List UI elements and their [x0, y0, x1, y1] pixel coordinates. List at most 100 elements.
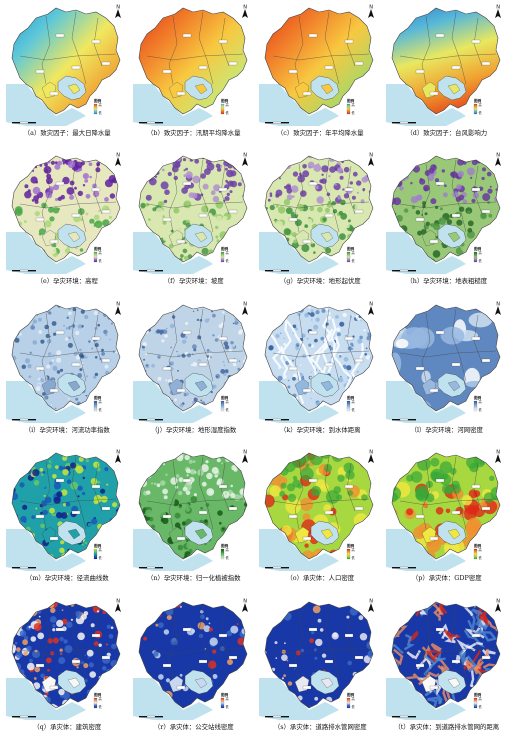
district-label-6: [303, 685, 312, 689]
sea-area: [259, 529, 340, 572]
district-label-5: [481, 61, 490, 66]
legend-ramp: [473, 697, 477, 708]
district-label-3: [289, 663, 298, 667]
district-boundary-2: [325, 605, 340, 678]
scale-bar: [138, 121, 163, 124]
island-2: [447, 529, 460, 540]
legend-ramp: [94, 103, 98, 115]
legend-title: 图例: [94, 692, 102, 697]
map-panel-1: N 图例高低 （a）致灾因子：最大日降水量: [6, 4, 129, 150]
district-boundary-3: [273, 350, 370, 357]
legend-title: 图例: [221, 543, 229, 548]
legend-ramp: [473, 252, 477, 263]
panel-caption: （k）孕灾环境：到水体距离: [279, 425, 361, 434]
island-2: [447, 677, 460, 688]
north-arrow-icon: N: [494, 598, 501, 612]
district-boundary-4: [220, 463, 229, 512]
district-boundary-2: [198, 457, 213, 530]
legend-low-label: 低: [225, 704, 229, 709]
legend-low-label: 低: [478, 704, 482, 709]
map-panel-17: N 图例高低 （q）承灾体：建筑密度: [6, 598, 129, 744]
district-boundary-4: [473, 17, 482, 67]
legend-high-label: 高: [225, 399, 228, 404]
district-boundary-1: [168, 164, 177, 233]
region-outline: [138, 601, 248, 708]
sea-area: [132, 232, 213, 275]
north-label: N: [496, 301, 500, 307]
map-panel-19: N 图例高低 （s）承灾体：道路排水管网密度: [259, 598, 382, 744]
north-label: N: [243, 301, 247, 307]
region-outline: [264, 601, 374, 708]
legend-high-label: 高: [352, 547, 355, 552]
panel-caption: （m）孕灾环境：径流曲线数: [25, 574, 109, 583]
district-label-1: [435, 33, 444, 38]
legend-low-label: 低: [99, 110, 103, 115]
district-label-3: [162, 218, 171, 222]
sea-area: [132, 84, 213, 126]
district-boundary-4: [473, 463, 482, 512]
legend-title: 图例: [347, 98, 355, 103]
district-label-1: [435, 627, 444, 631]
district-label-1: [309, 182, 318, 186]
panel-caption: （s）承灾体：道路排水管网密度: [273, 722, 367, 731]
legend-high-label: 高: [352, 399, 355, 404]
district-boundary-2: [451, 605, 466, 678]
district-boundary-4: [220, 17, 229, 67]
legend-ramp: [220, 103, 224, 115]
district-label-2: [92, 633, 101, 637]
district-boundary-2: [325, 457, 340, 530]
district-label-2: [218, 188, 227, 192]
district-label-2: [471, 485, 480, 489]
north-arrow-icon: N: [115, 301, 122, 315]
legend-title: 图例: [347, 246, 355, 251]
district-label-5: [481, 210, 490, 214]
island-2: [194, 677, 207, 688]
region-outline: [391, 156, 501, 263]
district-label-3: [415, 663, 424, 667]
scale-bar: [138, 715, 163, 718]
region-outline: [11, 304, 121, 412]
district-label-2: [471, 336, 480, 340]
map-frame: N 图例高低: [385, 449, 508, 573]
legend-low-label: 低: [478, 555, 482, 560]
legend-ramp: [347, 252, 351, 263]
island-2: [447, 380, 460, 392]
district-label-3: [415, 69, 424, 74]
map-panel-15: N 图例高低 （o）承灾体：人口密度: [259, 449, 382, 595]
legend-low-label: 低: [225, 258, 229, 263]
district-label-5: [355, 358, 364, 362]
district-label-5: [481, 655, 490, 659]
island-2: [320, 232, 334, 243]
legend-high-label: 高: [478, 250, 481, 255]
map-panel-16: N 图例高低 （p）承灾体：GDP密度: [385, 449, 509, 595]
district-boundary-2: [198, 308, 213, 381]
district-label-1: [435, 330, 444, 334]
sea-area: [385, 380, 466, 423]
legend-ramp: [94, 549, 98, 560]
district-label-2: [92, 485, 101, 489]
sea-area: [6, 232, 87, 275]
panel-caption: （d）致灾因子：台风影响力: [406, 129, 488, 137]
legend-low-label: 低: [99, 258, 103, 263]
map-panel-13: N 图例高低 （m）孕灾环境：径流曲线数: [6, 449, 129, 595]
district-boundary-2: [451, 457, 466, 530]
district-label-5: [102, 210, 111, 214]
district-label-4: [198, 214, 207, 218]
district-boundary-3: [273, 53, 370, 61]
district-label-4: [72, 65, 81, 70]
region-outline: [391, 304, 501, 412]
district-boundary-2: [451, 308, 466, 381]
region-outline: [391, 601, 501, 708]
map-frame: N 图例高低: [385, 152, 508, 276]
north-label: N: [496, 450, 500, 456]
district-label-6: [303, 91, 312, 96]
legend-high-label: 高: [478, 399, 481, 404]
district-label-3: [289, 515, 298, 519]
legend-title: 图例: [474, 692, 482, 697]
district-label-3: [289, 366, 298, 370]
map-panel-6: N 图例高低 （f）孕灾环境：坡度: [132, 152, 256, 298]
